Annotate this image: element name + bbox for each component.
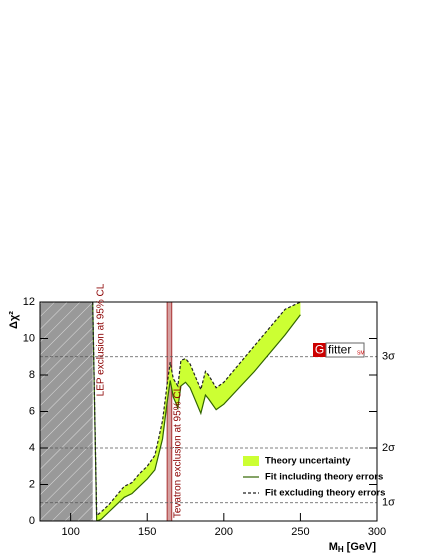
x-tick-label: 100 [61, 526, 79, 538]
logo-letter: G [315, 343, 324, 357]
sigma-label: 3σ [382, 351, 395, 363]
x-title-unit: [GeV] [347, 541, 377, 553]
logo-frame [325, 342, 365, 358]
logo-word: fitter [328, 343, 351, 357]
legend-label: Fit including theory errors [265, 472, 383, 483]
y-tick-label: 10 [23, 332, 35, 344]
y-tick-label: 4 [29, 442, 35, 454]
lep-label: LEP exclusion at 95% CL [96, 283, 107, 396]
x-tick-label: 300 [368, 526, 386, 538]
exclusion-region [40, 302, 93, 521]
y-tick-label: 0 [29, 515, 35, 527]
x-tick-label: 250 [291, 526, 309, 538]
sigma-label: 1σ [382, 497, 395, 509]
fit-line [92, 302, 301, 521]
x-title-sub: H [338, 545, 344, 554]
x-tick-label: 150 [138, 526, 156, 538]
x-tick-label: 200 [215, 526, 233, 538]
logo-box [313, 343, 326, 357]
x-axis-title: MH [GeV] [329, 541, 377, 554]
y-tick-label: 8 [29, 369, 35, 381]
theory-band [92, 302, 301, 521]
sigma-label: 2σ [382, 442, 395, 454]
fit-line [92, 302, 301, 517]
legend-label: Theory uncertainty [265, 456, 351, 467]
y-tick-label: 2 [29, 478, 35, 490]
logo-tag: SM [357, 350, 365, 356]
tevatron-label: Tevatron exclusion at 95% CL [173, 385, 184, 518]
legend-label: Fit excluding theory errors [265, 488, 385, 499]
exclusion-region [166, 302, 173, 521]
legend-swatch [243, 456, 259, 466]
y-tick-label: 6 [29, 405, 35, 417]
logo: G fitter SM [313, 342, 365, 358]
y-axis-title: Δχ² [8, 311, 20, 329]
x-title-symbol: M [329, 541, 338, 553]
y-tick-label: 12 [23, 296, 35, 308]
